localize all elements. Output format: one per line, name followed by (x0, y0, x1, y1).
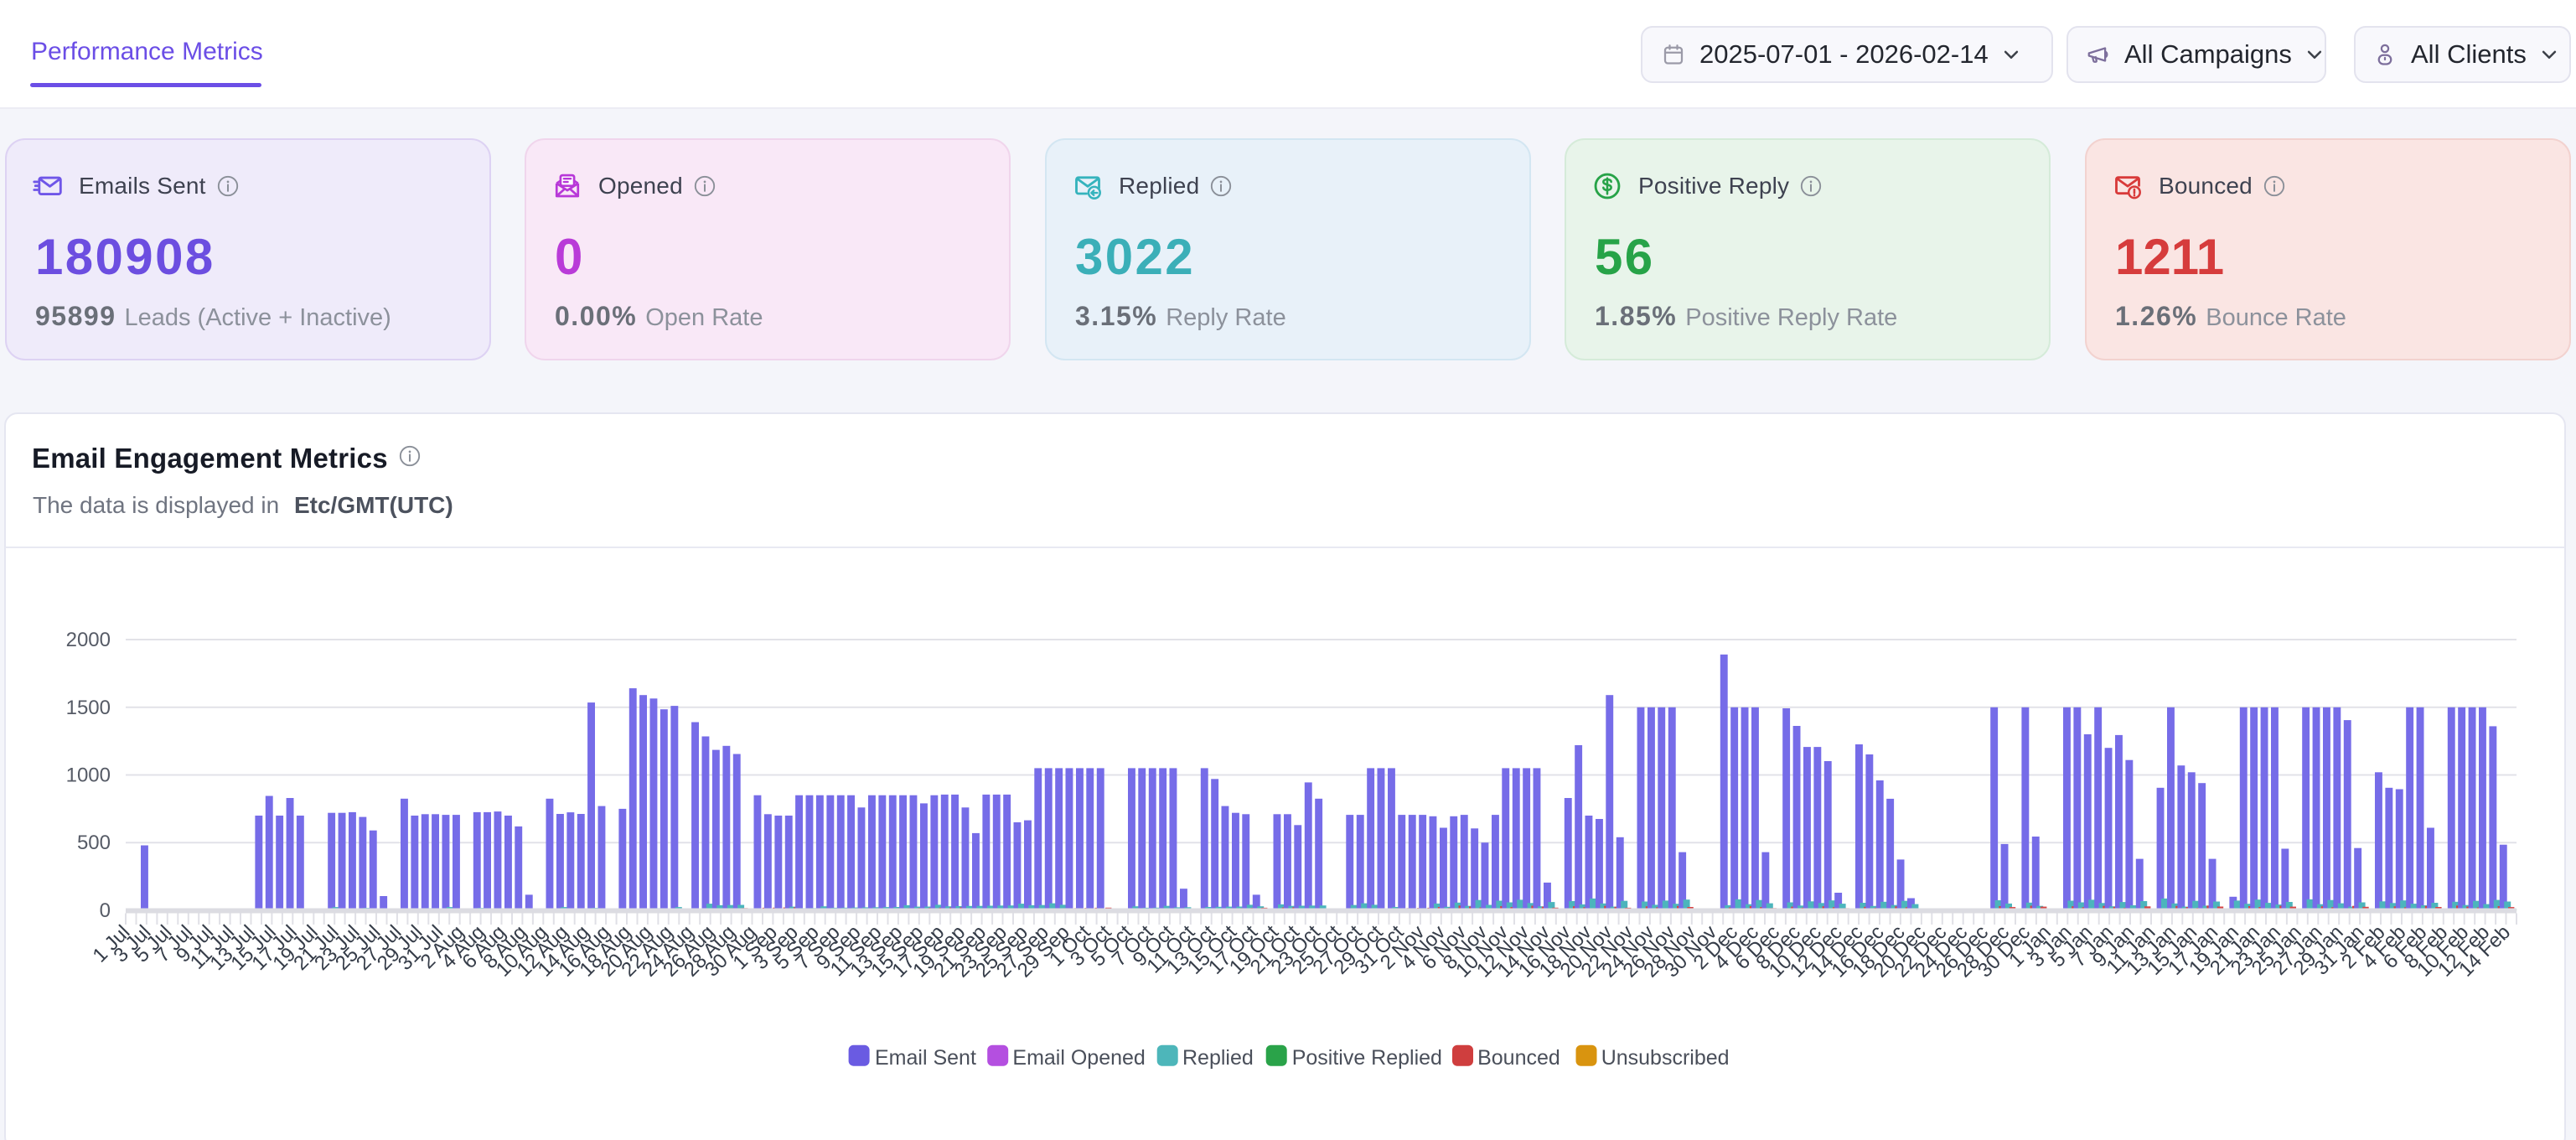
svg-text:1500: 1500 (66, 697, 111, 719)
svg-text:Bounced: Bounced (1477, 1046, 1560, 1070)
svg-text:0: 0 (100, 899, 111, 922)
svg-text:Unsubscribed: Unsubscribed (1601, 1046, 1730, 1070)
svg-text:Email Opened: Email Opened (1012, 1046, 1145, 1070)
svg-text:Email Sent: Email Sent (875, 1046, 976, 1070)
svg-text:500: 500 (77, 832, 111, 854)
svg-text:2000: 2000 (66, 629, 111, 651)
svg-text:Positive Replied: Positive Replied (1292, 1046, 1442, 1070)
svg-text:Replied: Replied (1182, 1046, 1254, 1070)
svg-text:1000: 1000 (66, 764, 111, 787)
